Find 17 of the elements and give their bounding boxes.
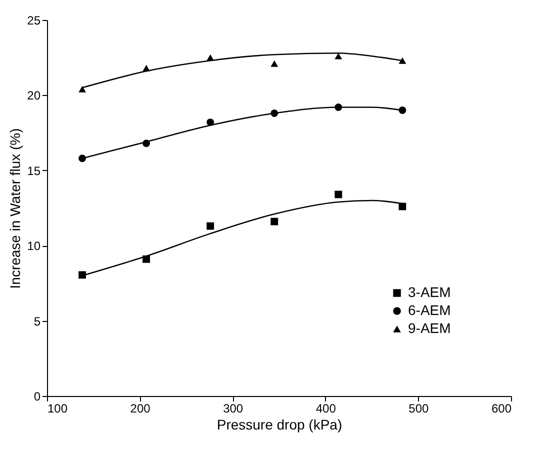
legend-label: 6-AEM	[408, 302, 451, 318]
legend-label: 3-AEM	[408, 284, 451, 300]
x-tick-label: 400	[316, 402, 336, 416]
y-tick-label: 25	[27, 14, 41, 28]
x-axis-title: Pressure drop (kPa)	[216, 416, 342, 432]
y-axis-title: Increase in Water flux (%)	[7, 128, 24, 289]
y-tick-label: 5	[34, 314, 41, 328]
x-tick-label: 300	[223, 402, 244, 416]
x-tick-label: 200	[130, 402, 151, 416]
x-tick-label: 100	[48, 402, 68, 416]
y-tick-label: 20	[27, 88, 41, 103]
y-tick-label: 15	[27, 164, 41, 178]
x-tick-label: 500	[408, 402, 430, 416]
y-tick-label: 0	[34, 390, 41, 404]
legend-label: 9-AEM	[408, 320, 451, 336]
y-tick-label: 10	[27, 239, 41, 254]
x-tick-label: 600	[491, 402, 512, 416]
